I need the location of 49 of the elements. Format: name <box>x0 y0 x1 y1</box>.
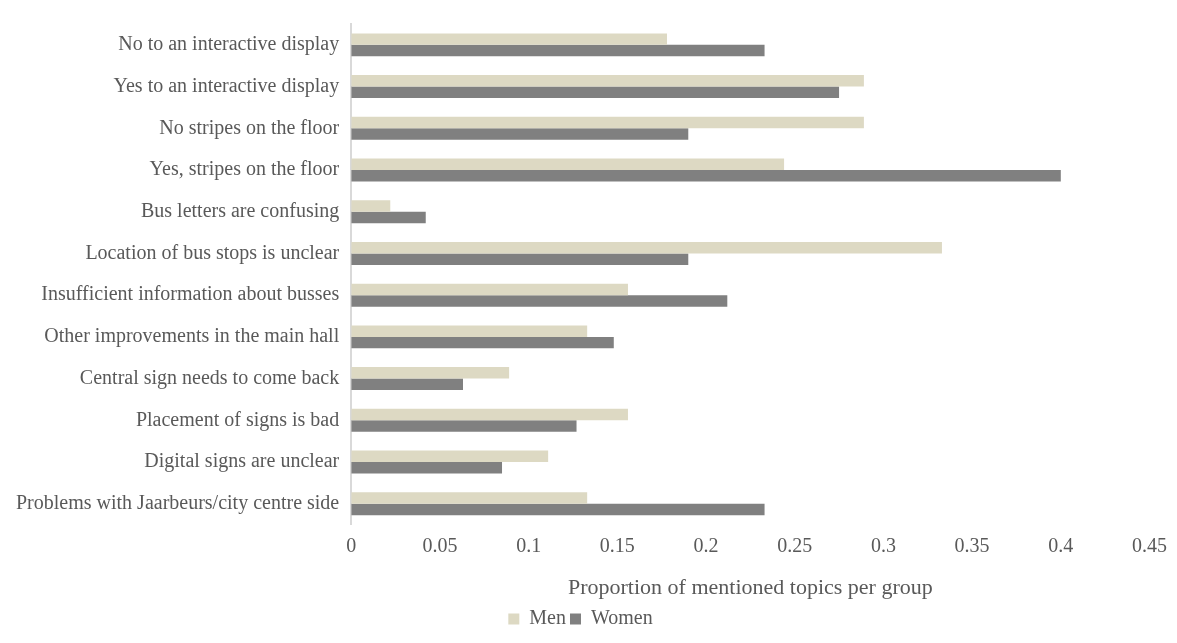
bar <box>351 158 785 171</box>
x-tick-label: 0.35 <box>954 533 990 556</box>
x-tick-label: 0.15 <box>599 533 635 556</box>
bar <box>351 503 765 516</box>
bar <box>351 128 689 140</box>
legend-label: Women <box>590 606 653 629</box>
y-tick-label: Yes, stripes on the floor <box>149 157 340 181</box>
x-tick-label: 0.2 <box>693 533 719 556</box>
x-tick-label: 0 <box>346 533 357 556</box>
bar <box>351 116 864 129</box>
x-axis-title: Proportion of mentioned topics per group <box>567 573 933 599</box>
x-tick-label: 0.05 <box>422 533 458 556</box>
bar <box>351 378 463 391</box>
y-tick-label: Digital signs are unclear <box>144 449 340 473</box>
bar <box>351 367 510 379</box>
y-tick-label: Location of bus stops is unclear <box>85 240 340 264</box>
bar <box>351 200 391 212</box>
x-tick-label: 0.25 <box>777 533 813 556</box>
y-tick-label: Bus letters are confusing <box>140 198 340 222</box>
y-tick-label: Other improvements in the main hall <box>44 324 340 348</box>
bar <box>351 283 628 296</box>
bar <box>351 33 667 45</box>
bar <box>351 44 765 57</box>
bar <box>351 75 864 87</box>
bar <box>351 420 577 432</box>
bar <box>351 492 588 504</box>
bar <box>351 462 503 474</box>
bar <box>351 336 614 349</box>
y-tick-label: Problems with Jaarbeurs/city centre side <box>15 490 340 514</box>
y-tick-label: No stripes on the floor <box>159 115 340 139</box>
bar <box>351 450 549 463</box>
bar <box>351 86 840 99</box>
bar <box>351 211 426 224</box>
y-tick-label: Placement of signs is bad <box>135 407 340 431</box>
bar <box>351 170 1061 182</box>
bar <box>351 241 942 254</box>
bar <box>351 295 728 307</box>
y-tick-label: Yes to an interactive display <box>113 73 340 97</box>
x-tick-label: 0.3 <box>870 533 896 556</box>
bar <box>351 253 689 265</box>
y-tick-label: No to an interactive display <box>118 32 340 56</box>
legend-label: Men <box>529 606 566 629</box>
bar <box>351 408 628 421</box>
bar <box>351 325 588 337</box>
y-tick-label: Insufficient information about busses <box>41 282 340 305</box>
y-tick-label: Central sign needs to come back <box>79 365 340 389</box>
x-tick-label: 0.45 <box>1132 533 1167 556</box>
x-tick-label: 0.4 <box>1048 533 1074 556</box>
x-tick-label: 0.1 <box>516 533 542 556</box>
